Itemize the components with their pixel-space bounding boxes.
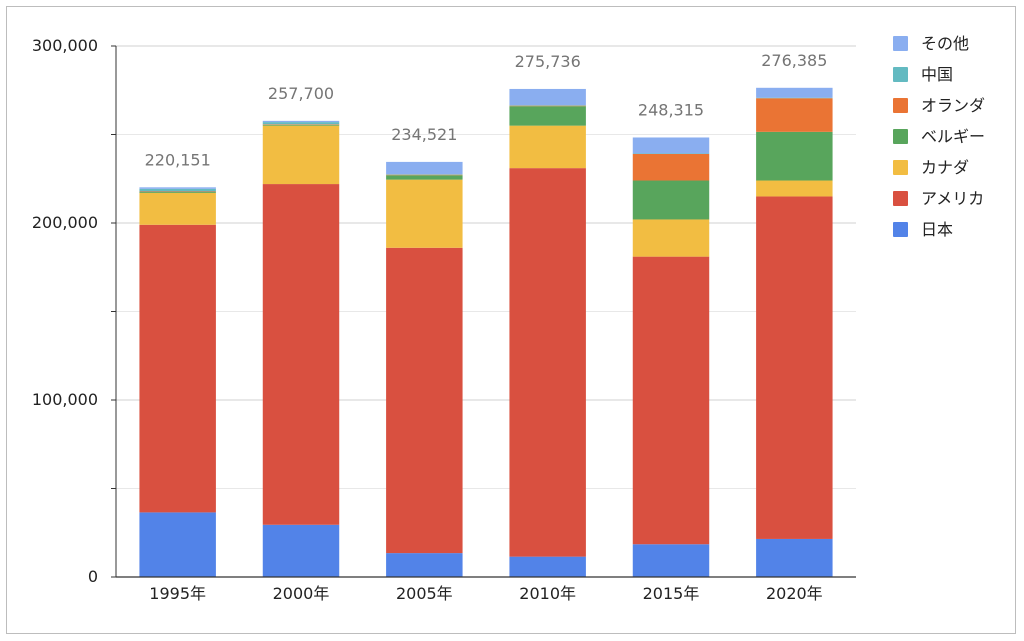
bar-segment <box>632 219 710 257</box>
legend-swatch <box>893 98 908 113</box>
bar-segment <box>509 88 586 106</box>
bar-segment <box>139 224 216 513</box>
y-tick-label: 100,000 <box>32 390 98 409</box>
bar-segment <box>262 122 340 125</box>
bar-segment <box>756 196 833 539</box>
legend-swatch <box>893 36 908 51</box>
bar-segment <box>509 556 586 577</box>
bar-segment <box>632 153 710 181</box>
bar-segment <box>756 97 833 99</box>
x-tick-label: 2010年 <box>519 584 576 603</box>
bar-segment <box>632 544 710 577</box>
bar-segment <box>386 179 463 248</box>
bar-segment <box>756 98 833 132</box>
legend-label: 中国 <box>921 65 953 84</box>
bar-segment <box>262 124 340 126</box>
bar-segment <box>262 184 340 525</box>
bars <box>139 87 833 577</box>
bar-segment <box>139 187 216 189</box>
x-tick-label: 2015年 <box>643 584 700 603</box>
bar-segment <box>756 87 833 98</box>
x-tick-label: 2020年 <box>766 584 823 603</box>
bar-segment <box>262 120 340 123</box>
bar-segment <box>139 192 216 225</box>
bar-segment <box>756 538 833 577</box>
axes <box>111 45 856 578</box>
bar-segment <box>632 180 710 220</box>
bar-segment <box>262 524 340 577</box>
legend-label: ベルギー <box>921 127 985 146</box>
legend-swatch <box>893 222 908 237</box>
bar-segment <box>632 153 710 154</box>
bar-total-label: 234,521 <box>391 125 457 144</box>
bar-segment <box>509 168 586 557</box>
legend-swatch <box>893 129 908 144</box>
bar-segment <box>386 247 463 554</box>
bar-segment <box>386 175 463 180</box>
legend-label: アメリカ <box>921 189 984 208</box>
bar-segment <box>509 106 586 126</box>
bar-segment <box>139 512 216 577</box>
legend-label: 日本 <box>921 220 953 239</box>
y-tick-label: 200,000 <box>32 213 98 232</box>
bar-segment <box>632 137 710 154</box>
labels: 220,151 1995年 257,700 2000年 234,521 2005年 275,… <box>32 36 828 603</box>
bar-total-label: 275,736 <box>515 52 581 71</box>
bar-segment <box>262 125 340 185</box>
bar-segment <box>632 256 710 545</box>
bar-total-label: 248,315 <box>638 100 704 119</box>
bar-segment <box>139 191 216 193</box>
y-tick-label: 0 <box>88 567 98 586</box>
x-tick-label: 1995年 <box>149 584 206 603</box>
x-tick-label: 2000年 <box>273 584 330 603</box>
bar-total-label: 220,151 <box>145 150 211 169</box>
gridlines <box>116 45 856 489</box>
x-tick-label: 2005年 <box>396 584 453 603</box>
bar-segment <box>386 174 463 175</box>
bar-segment <box>509 105 586 106</box>
bar-segment <box>386 174 463 176</box>
bar-segment <box>386 161 463 175</box>
bar-segment <box>509 105 586 107</box>
bar-total-label: 257,700 <box>268 84 334 103</box>
bar-segment <box>756 180 833 197</box>
bar-segment <box>509 125 586 169</box>
legend-swatch <box>893 160 908 175</box>
bar-segment <box>262 124 340 125</box>
legend-swatch <box>893 67 908 82</box>
bar-segment <box>756 131 833 181</box>
legend-swatch <box>893 191 908 206</box>
legend-label: その他 <box>921 34 969 53</box>
bar-segment <box>139 192 216 193</box>
bar-total-label: 276,385 <box>761 51 827 70</box>
y-tick-label: 300,000 <box>32 36 98 55</box>
legend-label: カナダ <box>921 158 969 177</box>
bar-segment <box>386 553 463 577</box>
bar-segment <box>139 188 216 192</box>
legend-label: オランダ <box>921 96 985 115</box>
